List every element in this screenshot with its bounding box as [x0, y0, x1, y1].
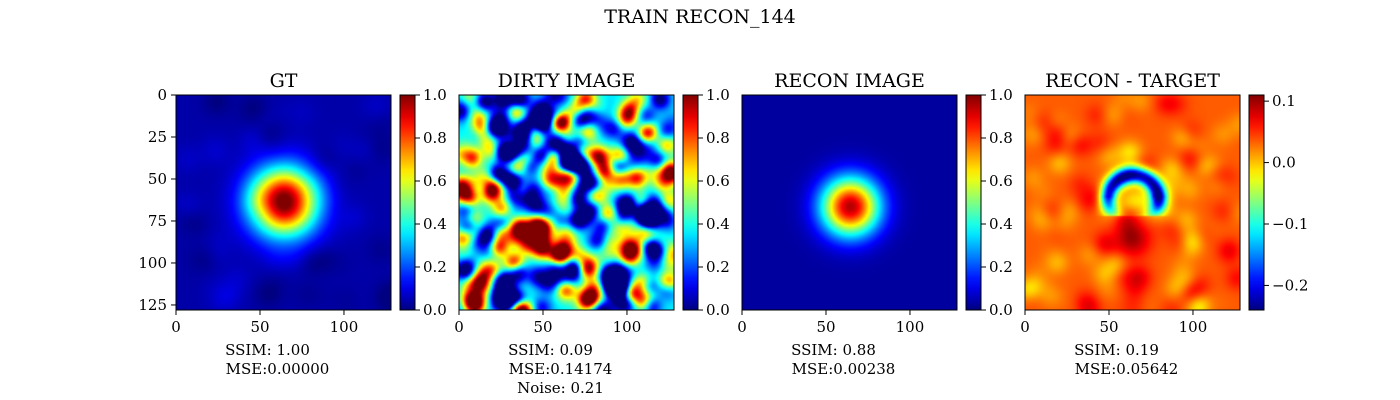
y-tick-label: 0 [157, 86, 167, 104]
metric-label: MSE:0.00000 [226, 360, 330, 378]
x-tick-label: 100 [896, 318, 925, 336]
colorbar-tick-label: 0.4 [706, 215, 730, 233]
colorbar-tick-label: 0.8 [989, 129, 1013, 147]
colorbar-tick-label: 0.4 [423, 215, 447, 233]
colorbar-tick-label: −0.1 [1272, 215, 1308, 233]
axes-frame [175, 94, 392, 311]
colorbar-tick-label: 0.0 [989, 301, 1013, 319]
metric-label: MSE:0.00238 [792, 360, 896, 378]
colorbar-tick-label: 0.6 [989, 172, 1013, 190]
axes-frame [741, 94, 958, 311]
x-tick-label: 50 [816, 318, 835, 336]
x-tick-label: 100 [613, 318, 642, 336]
y-tick-label: 50 [148, 170, 167, 188]
heatmap-image [1025, 95, 1240, 310]
colorbar-tick-label: 0.0 [706, 301, 730, 319]
heatmap-image [742, 95, 957, 310]
colorbar-tick-label: 0.8 [706, 129, 730, 147]
chart-panel-2: RECON IMAGE 0 50 100 0.0 0.2 0.4 0.6 0.8 1.0 SSIM:… [737, 70, 1013, 378]
colorbar-tick-label: 0.6 [706, 172, 730, 190]
colorbar [1248, 94, 1265, 311]
axes-frame [1024, 94, 1241, 311]
heatmap-canvas [176, 95, 391, 310]
colorbar-tick-label: 0.2 [423, 258, 447, 276]
axes-frame [458, 94, 675, 311]
colorbar-tick-label: 0.0 [423, 301, 447, 319]
panels: GT 0 50 100 0 25 50 75 100 125 0.0 0.2 0.4 0.6 0.8 1.0 S… [138, 70, 1308, 397]
metric-label: MSE:0.05642 [1075, 360, 1179, 378]
chart-panel-0: GT 0 50 100 0 25 50 75 100 125 0.0 0.2 0.4 0.6 0.8 1.0 S… [138, 70, 447, 378]
colorbar-tick-label: 1.0 [423, 86, 447, 104]
metric-label: SSIM: 0.88 [791, 341, 876, 359]
colorbar [965, 94, 982, 311]
heatmap-canvas [1025, 95, 1240, 310]
colorbar-tick-label: 0.2 [989, 258, 1013, 276]
x-tick-label: 0 [1020, 318, 1030, 336]
metric-label: Noise: 0.21 [517, 379, 604, 397]
y-tick-label: 75 [148, 212, 167, 230]
colorbar-tick-label: 0.6 [423, 172, 447, 190]
chart-panel-3: RECON - TARGET 0 50 100 −0.2 −0.1 0.0 0.1 SSIM: … [1020, 70, 1308, 378]
heatmap-canvas [742, 95, 957, 310]
chart-title: GT [270, 70, 298, 92]
colorbar-tick-label: 1.0 [989, 86, 1013, 104]
x-tick-label: 0 [737, 318, 747, 336]
colorbar-tick-label: 0.0 [1272, 154, 1296, 172]
metric-label: SSIM: 0.19 [1074, 341, 1159, 359]
metric-label: MSE:0.14174 [509, 360, 613, 378]
colorbar-tick-label: 0.4 [989, 215, 1013, 233]
y-tick-label: 100 [138, 254, 167, 272]
colorbar-tick-label: 0.8 [423, 129, 447, 147]
colorbar-tick-label: 1.0 [706, 86, 730, 104]
chart-title: RECON - TARGET [1045, 70, 1220, 92]
heatmap-canvas [459, 95, 674, 310]
y-tick-label: 125 [138, 296, 167, 314]
metric-label: SSIM: 0.09 [508, 341, 593, 359]
colorbar [399, 94, 416, 311]
x-tick-label: 0 [454, 318, 464, 336]
chart-panel-1: DIRTY IMAGE 0 50 100 0.0 0.2 0.4 0.6 0.8 1.0 SSIM:… [454, 70, 730, 397]
metric-label: SSIM: 1.00 [225, 341, 310, 359]
colorbar-tick-label: 0.2 [706, 258, 730, 276]
colorbar [682, 94, 699, 311]
y-tick-label: 25 [148, 128, 167, 146]
figure-title: TRAIN RECON_144 [604, 6, 796, 28]
chart-title: RECON IMAGE [774, 70, 925, 92]
x-tick-label: 50 [1099, 318, 1118, 336]
chart-title: DIRTY IMAGE [498, 70, 636, 92]
x-tick-label: 0 [171, 318, 181, 336]
x-tick-label: 50 [533, 318, 552, 336]
heatmap-image [176, 95, 391, 310]
colorbar-tick-label: 0.1 [1272, 92, 1296, 110]
heatmap-image [459, 95, 674, 310]
x-tick-label: 50 [250, 318, 269, 336]
x-tick-label: 100 [330, 318, 359, 336]
x-tick-label: 100 [1179, 318, 1208, 336]
colorbar-tick-label: −0.2 [1272, 276, 1308, 294]
